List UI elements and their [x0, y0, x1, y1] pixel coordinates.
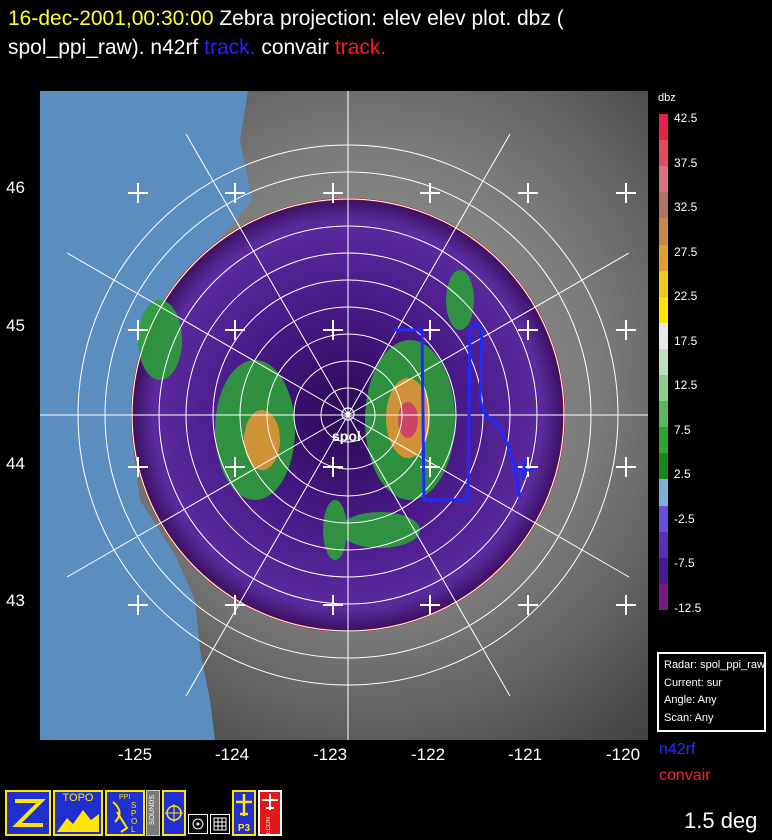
- colorbar-swatch: [659, 453, 668, 480]
- colorbar-label: 2.5: [674, 467, 691, 482]
- title-source: spol_ppi_raw). n42rf: [8, 36, 199, 59]
- airplane-icon-red: [262, 794, 278, 810]
- colorbar-swatch: [659, 322, 668, 350]
- plot-title: 16-dec-2001,00:30:00 Zebra projection: e…: [8, 4, 768, 62]
- colorbar-label: 27.5: [674, 244, 698, 259]
- lon-label-123: -123: [313, 745, 348, 764]
- colorbar-label: -2.5: [674, 511, 695, 526]
- radar-site-label: spol: [332, 428, 361, 444]
- radar-site-icon: [341, 407, 355, 421]
- colorbar-swatch: [659, 531, 668, 559]
- compass-icon: [165, 804, 183, 822]
- ocean: [40, 91, 252, 740]
- colorbar-swatch: [659, 192, 668, 219]
- title-track-convair: track.: [334, 36, 387, 59]
- title-convair: convair: [261, 36, 330, 59]
- spol-label: SPOL: [131, 801, 138, 834]
- title-track-n42rf: track.: [204, 36, 256, 59]
- latlon-crosses: [128, 183, 636, 615]
- colorbar-swatch: [659, 218, 668, 245]
- colorbar-swatch: [659, 401, 668, 428]
- lat-label-44: 44: [6, 454, 25, 473]
- lon-label-120: -120: [606, 745, 641, 764]
- ppi-label: PPI: [119, 794, 131, 801]
- elevation-angle-readout: 1.5 deg: [684, 808, 758, 833]
- lon-label-125: -125: [118, 745, 153, 764]
- legend-convair[interactable]: convair: [659, 767, 711, 784]
- colorbar-swatch: [659, 348, 668, 376]
- sounds-button[interactable]: SOUNDS: [146, 790, 160, 836]
- info-angle: Angle: Any: [664, 694, 717, 706]
- title-projection: Zebra projection: elev elev plot. dbz (: [219, 7, 564, 30]
- info-current: Current: sur: [664, 676, 723, 689]
- overlay-toggle-button[interactable]: [188, 814, 208, 834]
- econ-aircraft-button[interactable]: ECON: [258, 790, 282, 836]
- colorbar-swatch: [659, 244, 668, 272]
- colorbar-swatch: [659, 505, 668, 533]
- colorbar-label: 17.5: [674, 333, 698, 348]
- colorbar-label: 12.5: [674, 378, 698, 393]
- topo-label: TOPO: [62, 792, 94, 804]
- colorbar-swatch: [659, 296, 668, 324]
- colorbar-label: 37.5: [674, 155, 698, 170]
- grid-icon: [213, 817, 227, 831]
- colorbar-swatch: [659, 427, 668, 454]
- info-scan: Scan: Any: [664, 711, 714, 724]
- azimuth-lines: [40, 91, 648, 740]
- colorbar-units: dbz: [658, 92, 676, 104]
- econ-label: ECON: [266, 817, 272, 835]
- colorbar-swatch: [659, 557, 668, 585]
- grid-toggle-button[interactable]: [210, 814, 230, 834]
- topo-button[interactable]: TOPO: [53, 790, 103, 836]
- zebra-logo-button[interactable]: [5, 790, 51, 836]
- lon-label-121: -121: [508, 745, 543, 764]
- colorbar-swatch: [659, 375, 668, 402]
- n42rf-position-marker: [514, 460, 534, 480]
- colorbar-label: 32.5: [674, 200, 698, 215]
- radar-dish-icon: [112, 801, 129, 833]
- colorbar-label: 42.5: [674, 111, 698, 125]
- radar-info-box: Radar: spol_ppi_raw Current: sur Angle: …: [657, 652, 766, 732]
- terrain-icon: [57, 810, 99, 832]
- info-radar: Radar: spol_ppi_raw: [664, 659, 765, 671]
- sounds-label: SOUNDS: [149, 795, 156, 825]
- zebra-z-icon: [12, 799, 46, 827]
- lon-label-124: -124: [215, 745, 250, 764]
- title-datetime: 16-dec-2001,00:30:00: [8, 7, 214, 30]
- airplane-icon: [236, 794, 252, 816]
- colorbar-swatch: [659, 270, 668, 298]
- lat-label-46: 46: [6, 178, 25, 197]
- colorbar-label: -12.5: [674, 601, 702, 615]
- legend-n42rf[interactable]: n42rf: [659, 741, 696, 758]
- colorbar-label: 7.5: [674, 422, 691, 437]
- n42rf-track: [393, 320, 522, 502]
- colorbar-label: -7.5: [674, 556, 695, 571]
- target-icon: [192, 818, 204, 830]
- lon-label-122: -122: [411, 745, 446, 764]
- colorbar-swatch: [659, 479, 668, 507]
- lat-label-45: 45: [6, 316, 25, 335]
- p3-label: P3: [237, 823, 251, 834]
- spol-ppi-button[interactable]: PPI SPOL: [105, 790, 145, 836]
- colorbar-swatch: [659, 114, 668, 141]
- p3-aircraft-button[interactable]: P3: [232, 790, 256, 836]
- colorbar-swatch: [659, 140, 668, 167]
- compass-button[interactable]: [162, 790, 186, 836]
- colorbar-swatch: [659, 166, 668, 193]
- colorbar-swatch: [659, 583, 668, 611]
- colorbar-label: 22.5: [674, 289, 698, 304]
- lat-label-43: 43: [6, 591, 25, 610]
